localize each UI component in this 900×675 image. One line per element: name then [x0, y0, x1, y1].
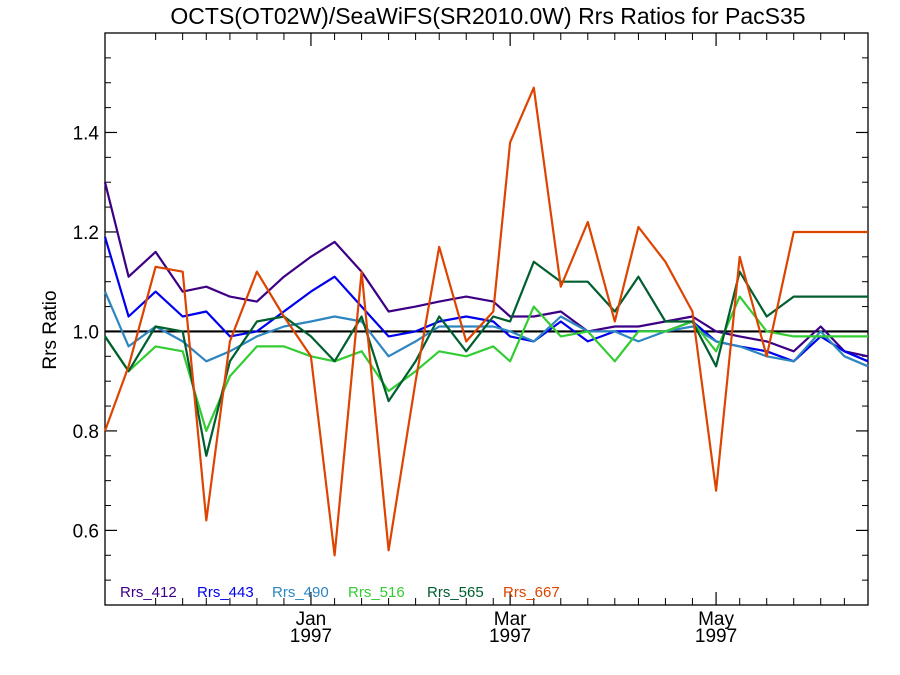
- x-tick-label-year: 1997: [695, 626, 737, 647]
- x-tick-label-month: Jan: [296, 609, 327, 630]
- series-line-rrs_565: [104, 260, 868, 457]
- series-line-rrs_412: [103, 181, 869, 358]
- chart-title: OCTS(OT02W)/SeaWiFS(SR2010.0W) Rrs Ratio…: [170, 3, 805, 29]
- legend-entry-rrs_490: Rrs_490: [272, 584, 329, 601]
- series-line-rrs_667: [103, 86, 868, 557]
- series-line-rrs_516: [104, 295, 868, 432]
- y-axis-title: Rrs Ratio: [40, 290, 61, 369]
- legend-entry-rrs_443: Rrs_443: [197, 584, 254, 601]
- legend-entry-rrs_516: Rrs_516: [348, 584, 405, 601]
- x-tick-label-year: 1997: [489, 626, 531, 647]
- y-tick-label: 1.4: [73, 123, 100, 144]
- plot-frame: [104, 32, 869, 606]
- y-tick-label: 0.6: [73, 521, 99, 542]
- x-tick-label-month: May: [698, 609, 734, 630]
- legend-entry-rrs_412: Rrs_412: [120, 584, 177, 601]
- legend-entry-rrs_565: Rrs_565: [427, 584, 484, 601]
- legend-entry-rrs_667: Rrs_667: [503, 584, 560, 601]
- x-tick-label-year: 1997: [290, 626, 332, 647]
- series-line-rrs_443: [103, 236, 869, 363]
- series-line-rrs_490: [103, 291, 869, 368]
- x-tick-label-month: Mar: [494, 609, 527, 630]
- y-tick-label: 0.8: [73, 422, 99, 443]
- y-tick-label: 1.2: [73, 223, 99, 244]
- y-tick-label: 1.0: [73, 322, 99, 343]
